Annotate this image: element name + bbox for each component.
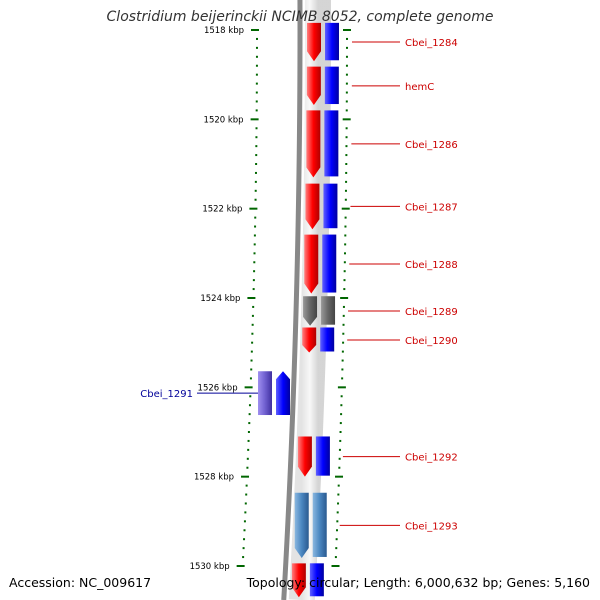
feature-arrow-Cbei_1287 <box>305 183 320 230</box>
feature-gene-Cbei_1288 <box>322 234 337 293</box>
feature-track <box>258 22 339 598</box>
feature-label: hemC <box>405 82 434 93</box>
feature-label: Cbei_1284 <box>405 38 458 49</box>
feature-arrow-Cbei_1290 <box>302 327 317 353</box>
ruler-ticks: 1518 kbp 1520 kbp 1522 kbp 1524 kbp 1526 kbp… <box>190 26 351 572</box>
topology-text: Topology: circular; Length: 6,000,632 bp… <box>246 575 590 590</box>
ruler-tick-label: 1520 kbp <box>204 115 244 125</box>
feature-label: Cbei_1290 <box>405 336 458 347</box>
feature-label: Cbei_1288 <box>405 260 458 271</box>
feature-arrow-unlabeled <box>291 563 306 598</box>
feature-arrow-Cbei_1284 <box>306 22 321 62</box>
feature-gene-hemC <box>324 66 339 105</box>
ruler-tick-label: 1528 kbp <box>194 473 234 483</box>
ruler-tick-label: 1530 kbp <box>190 562 230 572</box>
feature-arrow-hemC <box>306 66 321 106</box>
ruler-tick-label: 1524 kbp <box>200 294 240 304</box>
feature-gene-unlabeled <box>309 563 324 597</box>
map-title: Clostridium beijerinckii NCIMB 8052, com… <box>106 9 494 25</box>
feature-arrow-Cbei_1286 <box>306 110 321 178</box>
feature-gene-Cbei_1287 <box>323 183 338 229</box>
ruler-tick-label: 1526 kbp <box>198 383 238 393</box>
feature-arrow-Cbei_1289 <box>303 296 318 326</box>
feature-gene-Cbei_1292 <box>315 436 330 476</box>
feature-label: Cbei_1293 <box>405 521 458 532</box>
accession-text: Accession: NC_009617 <box>9 575 152 590</box>
feature-gene-Cbei_1291 <box>258 371 272 416</box>
feature-gene-Cbei_1290 <box>320 327 335 352</box>
backbone-ring-line <box>281 0 303 600</box>
feature-gene-Cbei_1286 <box>324 110 339 177</box>
feature-label: Cbei_1291 <box>140 389 193 400</box>
ruler-tick-label: 1522 kbp <box>202 205 242 215</box>
feature-gene-Cbei_1293 <box>312 492 327 557</box>
feature-gene-Cbei_1289 <box>321 296 336 325</box>
feature-label: Cbei_1287 <box>405 202 458 213</box>
feature-label: Cbei_1289 <box>405 307 458 318</box>
feature-gene-Cbei_1284 <box>324 22 339 61</box>
ruler-tick-label: 1518 kbp <box>204 26 244 36</box>
feature-arrow-Cbei_1293 <box>294 492 309 558</box>
feature-arrow-Cbei_1292 <box>297 436 312 477</box>
feature-arrow-Cbei_1288 <box>304 234 319 294</box>
feature-label: Cbei_1292 <box>405 453 458 464</box>
feature-arrow-Cbei_1291 <box>276 371 290 416</box>
feature-labels: Cbei_1284 hemC Cbei_1286 Cbei_1287 Cbei_1288… <box>140 38 457 532</box>
feature-label: Cbei_1286 <box>405 140 458 151</box>
